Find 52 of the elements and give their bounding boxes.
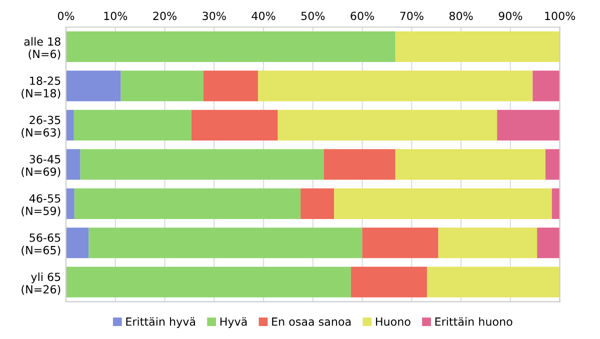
- bar: [395, 149, 546, 180]
- bar: [362, 228, 438, 258]
- legend-label: Huono: [376, 318, 410, 326]
- y-tick-label: 56-65 (N=65): [22, 233, 60, 256]
- bar: [74, 110, 192, 140]
- bar: [395, 31, 560, 62]
- bar: [497, 110, 560, 140]
- legend-label: Erittäin hyvä: [126, 317, 196, 328]
- y-tick-label: 18-25 (N=18): [22, 76, 60, 99]
- legend-label: En osaa sanoa: [272, 318, 351, 326]
- bar: [191, 110, 278, 140]
- x-tick-label: 50%: [301, 12, 325, 20]
- x-tick-label: 60%: [350, 12, 374, 20]
- y-tick-label: alle 18 (N=6): [24, 37, 60, 60]
- bar: [80, 149, 324, 180]
- x-tick-label: 40%: [252, 12, 276, 20]
- bar: [278, 110, 498, 140]
- y-tick-label: 46-55 (N=59): [22, 194, 60, 216]
- x-tick-label: 80%: [449, 12, 473, 20]
- bar: [258, 70, 533, 102]
- x-tick-label: 20%: [153, 12, 176, 20]
- bar: [203, 70, 258, 102]
- bar: [438, 228, 538, 258]
- bar: [120, 70, 204, 102]
- bar: [88, 228, 362, 258]
- bar: [66, 188, 74, 219]
- bar: [74, 188, 301, 219]
- bar: [66, 70, 121, 102]
- bar: [66, 149, 80, 180]
- bar: [66, 228, 89, 258]
- x-tick-label: 100%: [545, 12, 576, 20]
- legend-label: Erittäin huono: [435, 317, 512, 326]
- bar: [426, 266, 560, 298]
- bar: [324, 149, 396, 180]
- x-tick-label: 70%: [400, 12, 424, 20]
- bar: [66, 266, 351, 298]
- bar: [350, 266, 427, 298]
- bar: [334, 188, 552, 219]
- legend-label: Hyvä: [220, 317, 247, 328]
- bar: [545, 149, 560, 180]
- y-tick-label: 36-45 (N=69): [22, 155, 60, 178]
- x-tick-label: 0%: [58, 12, 74, 20]
- bar: [537, 228, 560, 258]
- bar: [300, 188, 334, 219]
- bar: [66, 31, 396, 62]
- x-tick-label: 90%: [498, 12, 522, 20]
- x-tick-label: 30%: [202, 12, 226, 20]
- y-tick-label: 26-35 (N=63): [22, 116, 60, 138]
- y-tick-label: yli 65 (N=26): [22, 272, 60, 295]
- bar: [532, 70, 560, 102]
- bar: [66, 110, 74, 140]
- x-tick-label: 10%: [104, 12, 128, 20]
